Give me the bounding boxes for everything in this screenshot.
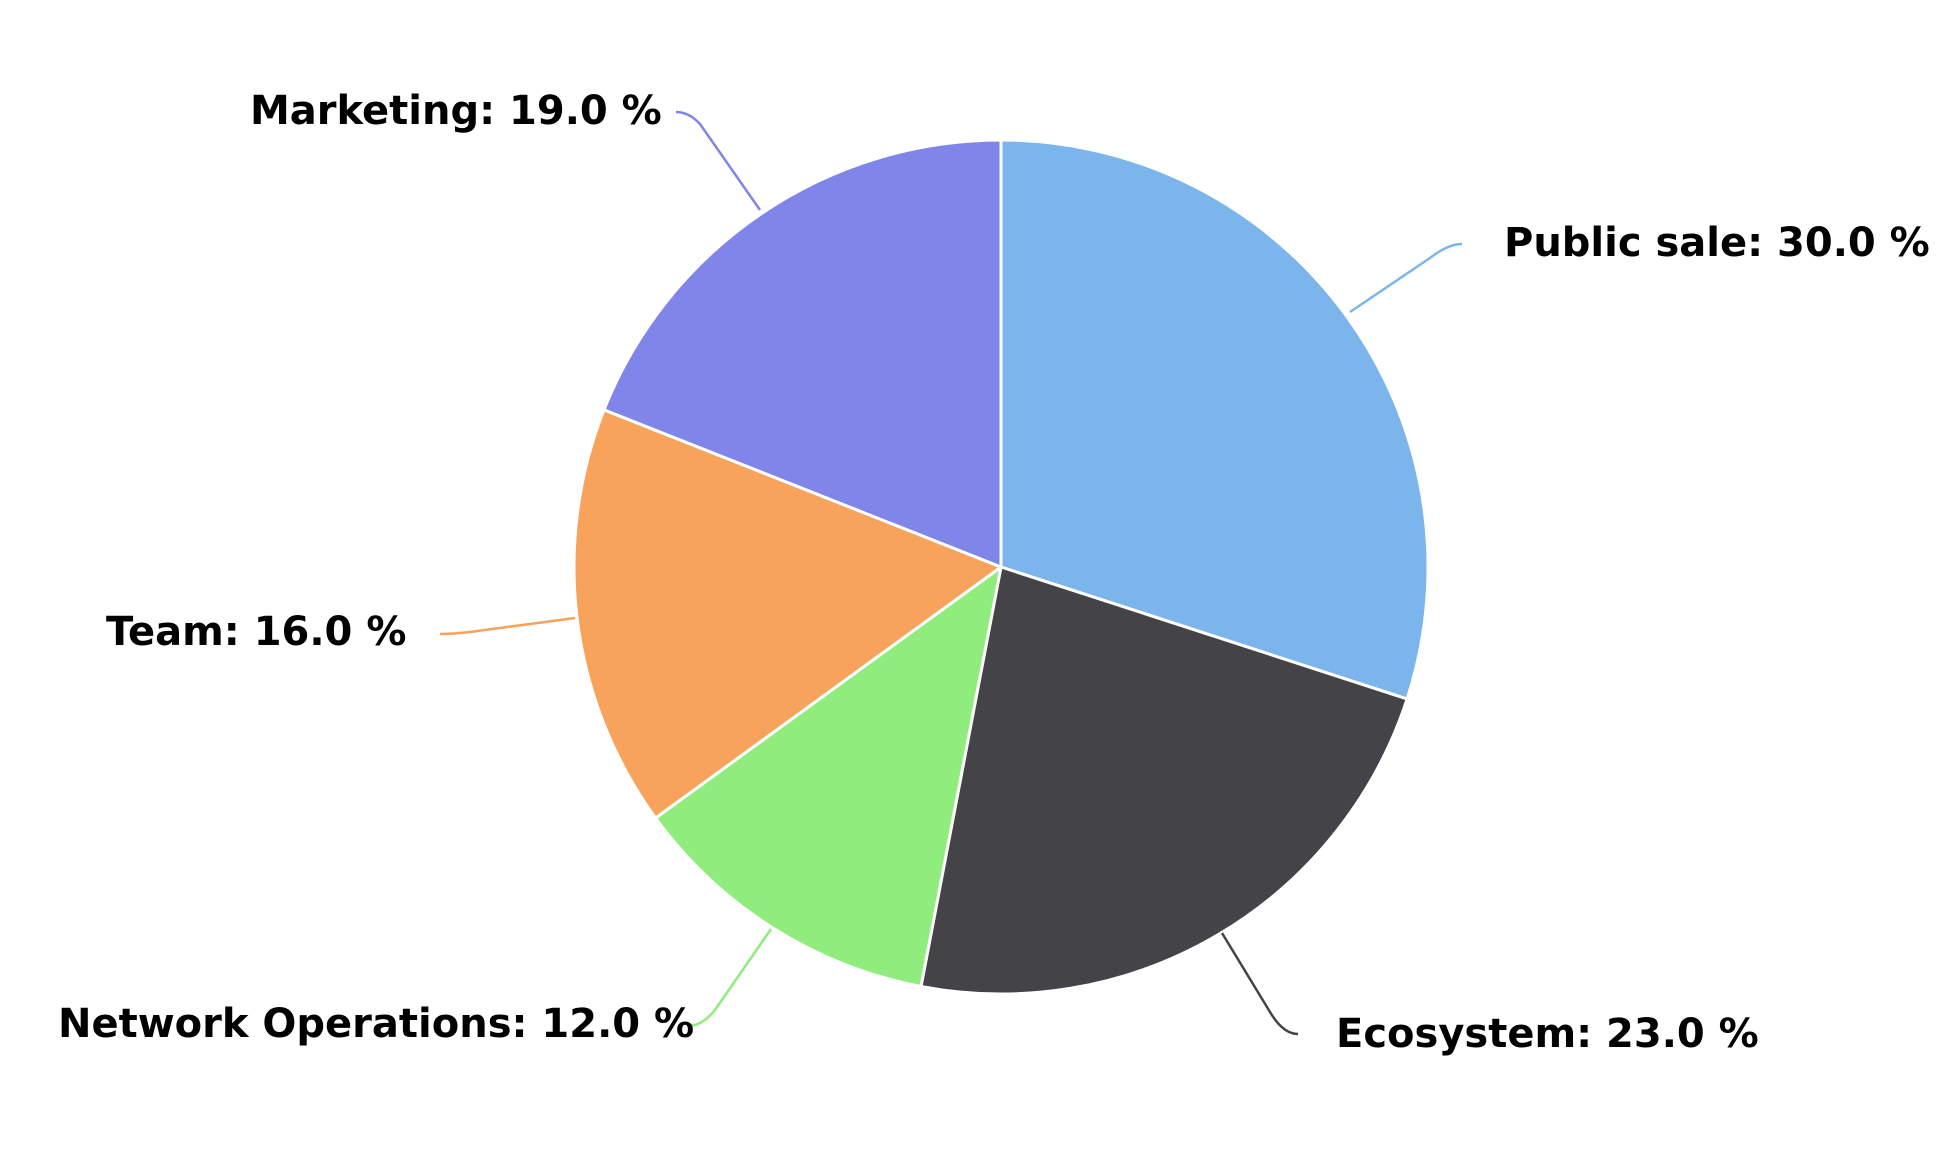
- connector-marketing: [675, 110, 762, 211]
- pie-slice-team[interactable]: [572, 408, 1003, 820]
- pie-slice-public-sale[interactable]: [999, 138, 1430, 701]
- slice-label-marketing: Marketing: 19.0 %: [250, 88, 662, 134]
- connector-team: [439, 616, 576, 636]
- slice-label-ecosystem: Ecosystem: 23.0 %: [1336, 1011, 1759, 1057]
- connector-ecosystem: [1220, 932, 1299, 1036]
- pie-slices: [572, 138, 1430, 996]
- pie-slice-marketing[interactable]: [602, 138, 1003, 569]
- pie-slice-ecosystem[interactable]: [919, 565, 1409, 996]
- slice-label-team: Team: 16.0 %: [106, 609, 406, 655]
- slice-label-network-operations: Network Operations: 12.0 %: [58, 1001, 694, 1047]
- connector-network-operations: [687, 928, 773, 1028]
- label-connectors: [439, 110, 1463, 1036]
- connector-public-sale: [1349, 242, 1463, 314]
- slice-label-public-sale: Public sale: 30.0 %: [1504, 220, 1930, 266]
- pie-slice-network-operations[interactable]: [654, 565, 1003, 988]
